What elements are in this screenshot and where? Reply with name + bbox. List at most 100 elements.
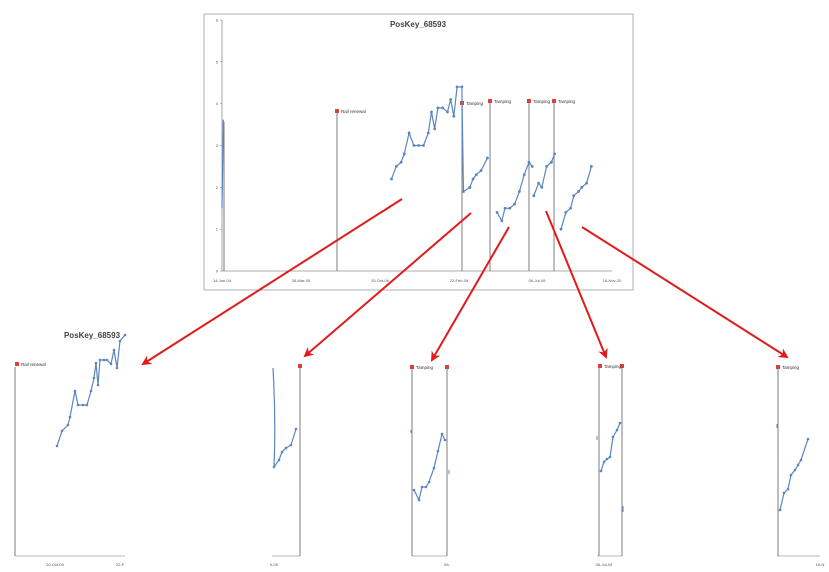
data-point (460, 85, 464, 89)
data-point (441, 106, 445, 110)
data-point (272, 465, 276, 469)
intervention-marker (552, 99, 556, 103)
arrow-to-panel-1 (141, 198, 403, 366)
zoom-x-tick-label: 22-F (116, 562, 125, 567)
intervention-label: Rail renewal (341, 109, 366, 114)
intervention-label: Tamping (558, 99, 576, 104)
data-point (559, 227, 563, 231)
zoom-x-tick-label: b-09 (270, 562, 279, 567)
data-point (611, 435, 615, 439)
data-point (522, 173, 526, 177)
zoom-annotation-label: Rail renewal (21, 362, 46, 367)
data-point (793, 468, 797, 472)
zoom-panel-3: Tamping 06- (410, 365, 451, 567)
data-point (402, 152, 406, 156)
data-point (599, 469, 603, 473)
zoom-panel-title: PosKey_68593 (64, 331, 121, 340)
data-point (422, 144, 425, 147)
data-point (537, 181, 541, 185)
data-point (115, 366, 119, 370)
zoom-x-tick-label: 20-Oct-09 (46, 562, 65, 567)
data-point (446, 110, 449, 114)
data-point (553, 152, 556, 156)
zoom-intervention-marker (776, 365, 780, 369)
data-point (577, 190, 580, 193)
series-line (779, 438, 809, 511)
y-tick-label: 4 (216, 101, 219, 106)
data-point (532, 194, 536, 198)
zoom-intervention-marker (620, 364, 624, 368)
y-tick-label: 2 (216, 185, 219, 190)
data-point (118, 339, 122, 343)
data-point (92, 376, 96, 380)
zoom-panel-1: Rail renewal PosKey_68593 20-Oct-09 22-F (14, 331, 127, 567)
data-point (399, 160, 403, 164)
data-point (605, 457, 609, 461)
data-point (500, 219, 504, 223)
series-line (390, 86, 471, 193)
intervention-label: Tamping (494, 99, 512, 104)
zoom-panel-4: Tamping 06-Jul-09 (596, 364, 624, 567)
series-line (273, 428, 297, 468)
intervention-label: Tamping (466, 101, 484, 106)
x-tick-label: 14-Jun-04 (213, 278, 232, 283)
zoom-annotation-label: Tamping (604, 364, 622, 369)
data-point (55, 444, 59, 448)
main-chart-frame (203, 13, 634, 291)
data-point (449, 98, 453, 101)
data-point (443, 438, 447, 442)
data-point (471, 177, 475, 181)
zoom-intervention-marker (298, 364, 302, 368)
data-point (440, 432, 444, 436)
data-point (68, 415, 72, 419)
data-point (426, 131, 430, 135)
data-point (390, 177, 393, 181)
data-point (105, 358, 109, 362)
data-point (569, 206, 572, 210)
data-point (782, 491, 786, 495)
zoom-panels: Rail renewal PosKey_68593 20-Oct-09 22-F b-0… (14, 331, 824, 567)
x-tick-label: 22-Feb-09 (450, 278, 469, 283)
intervention-marker (488, 99, 492, 103)
data-point (527, 160, 531, 164)
intervention-marker (527, 99, 531, 103)
y-tick-label: 3 (216, 143, 219, 148)
x-tick-label: 18-Nov-20 (603, 278, 622, 283)
series-line (272, 367, 276, 468)
data-point (280, 450, 284, 454)
series-line (221, 119, 224, 209)
data-point (778, 508, 782, 512)
data-point (495, 211, 499, 214)
data-point (799, 458, 803, 462)
series-line (533, 153, 556, 196)
data-point (427, 480, 431, 484)
zoom-intervention-marker (410, 365, 414, 369)
data-point (123, 333, 127, 337)
data-point (455, 85, 459, 89)
arrow-to-panel-4 (545, 210, 608, 359)
data-point (462, 190, 465, 193)
zoom-intervention-marker (445, 365, 449, 369)
data-point (452, 114, 456, 118)
data-point (436, 449, 440, 453)
y-tick-label: 6 (216, 18, 219, 23)
data-point (468, 185, 472, 189)
data-point (486, 156, 489, 160)
data-point (73, 389, 77, 393)
zoom-x-tick-label: 06-Jul-09 (596, 562, 613, 567)
data-point (98, 358, 102, 362)
y-tick-label: 0 (216, 269, 219, 274)
intervention-marker (335, 109, 339, 113)
data-point (407, 131, 411, 135)
data-point (109, 362, 113, 366)
series-line (56, 334, 126, 447)
data-point (789, 473, 793, 477)
zoom-panel-5: Tamping 18-N (776, 365, 824, 567)
data-point (417, 498, 421, 502)
data-point (112, 348, 116, 352)
data-point (436, 106, 440, 110)
y-tick-label: 5 (216, 59, 219, 64)
data-point (602, 460, 606, 464)
data-point (580, 185, 584, 189)
zoom-annotation-label: Tamping (782, 365, 800, 370)
